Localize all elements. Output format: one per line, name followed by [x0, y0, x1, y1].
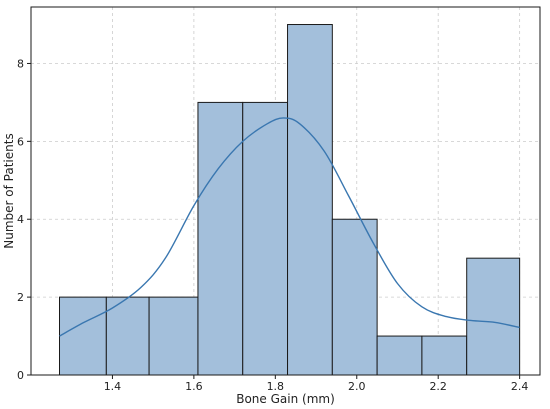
x-tick-label: 2.2: [429, 380, 447, 393]
y-tick-label: 6: [17, 135, 24, 148]
histogram-bar: [148, 296, 199, 376]
y-tick-label: 8: [17, 57, 24, 70]
y-axis-label: Number of Patients: [2, 133, 16, 248]
x-tick-label: 1.6: [185, 380, 203, 393]
y-tick-label: 4: [17, 213, 24, 226]
histogram-bar: [242, 101, 289, 376]
histogram-bar: [331, 218, 378, 376]
histogram-bar: [197, 101, 244, 376]
kde-layer: [59, 117, 520, 337]
y-tick-label: 0: [17, 369, 24, 382]
histogram-bar: [376, 335, 423, 376]
histogram-bar: [466, 257, 521, 376]
x-tick-label: 1.8: [267, 380, 285, 393]
kde-curve: [59, 117, 520, 337]
histogram-bar: [105, 296, 150, 376]
x-tick-label: 2.4: [511, 380, 529, 393]
histogram-bar: [287, 24, 333, 376]
y-tick-label: 2: [17, 291, 24, 304]
plot-frame: [30, 6, 541, 376]
x-tick-label: 2.0: [348, 380, 366, 393]
axes-layer: 1.4 1.6 1.8 2.0 2.2 2.4 0 2 4 6 8: [17, 6, 541, 393]
histogram-bar: [59, 296, 107, 376]
histogram-bar: [421, 335, 468, 376]
bars-layer: [59, 24, 521, 376]
x-axis-label: Bone Gain (mm): [236, 392, 335, 406]
x-tick-label: 1.4: [104, 380, 122, 393]
